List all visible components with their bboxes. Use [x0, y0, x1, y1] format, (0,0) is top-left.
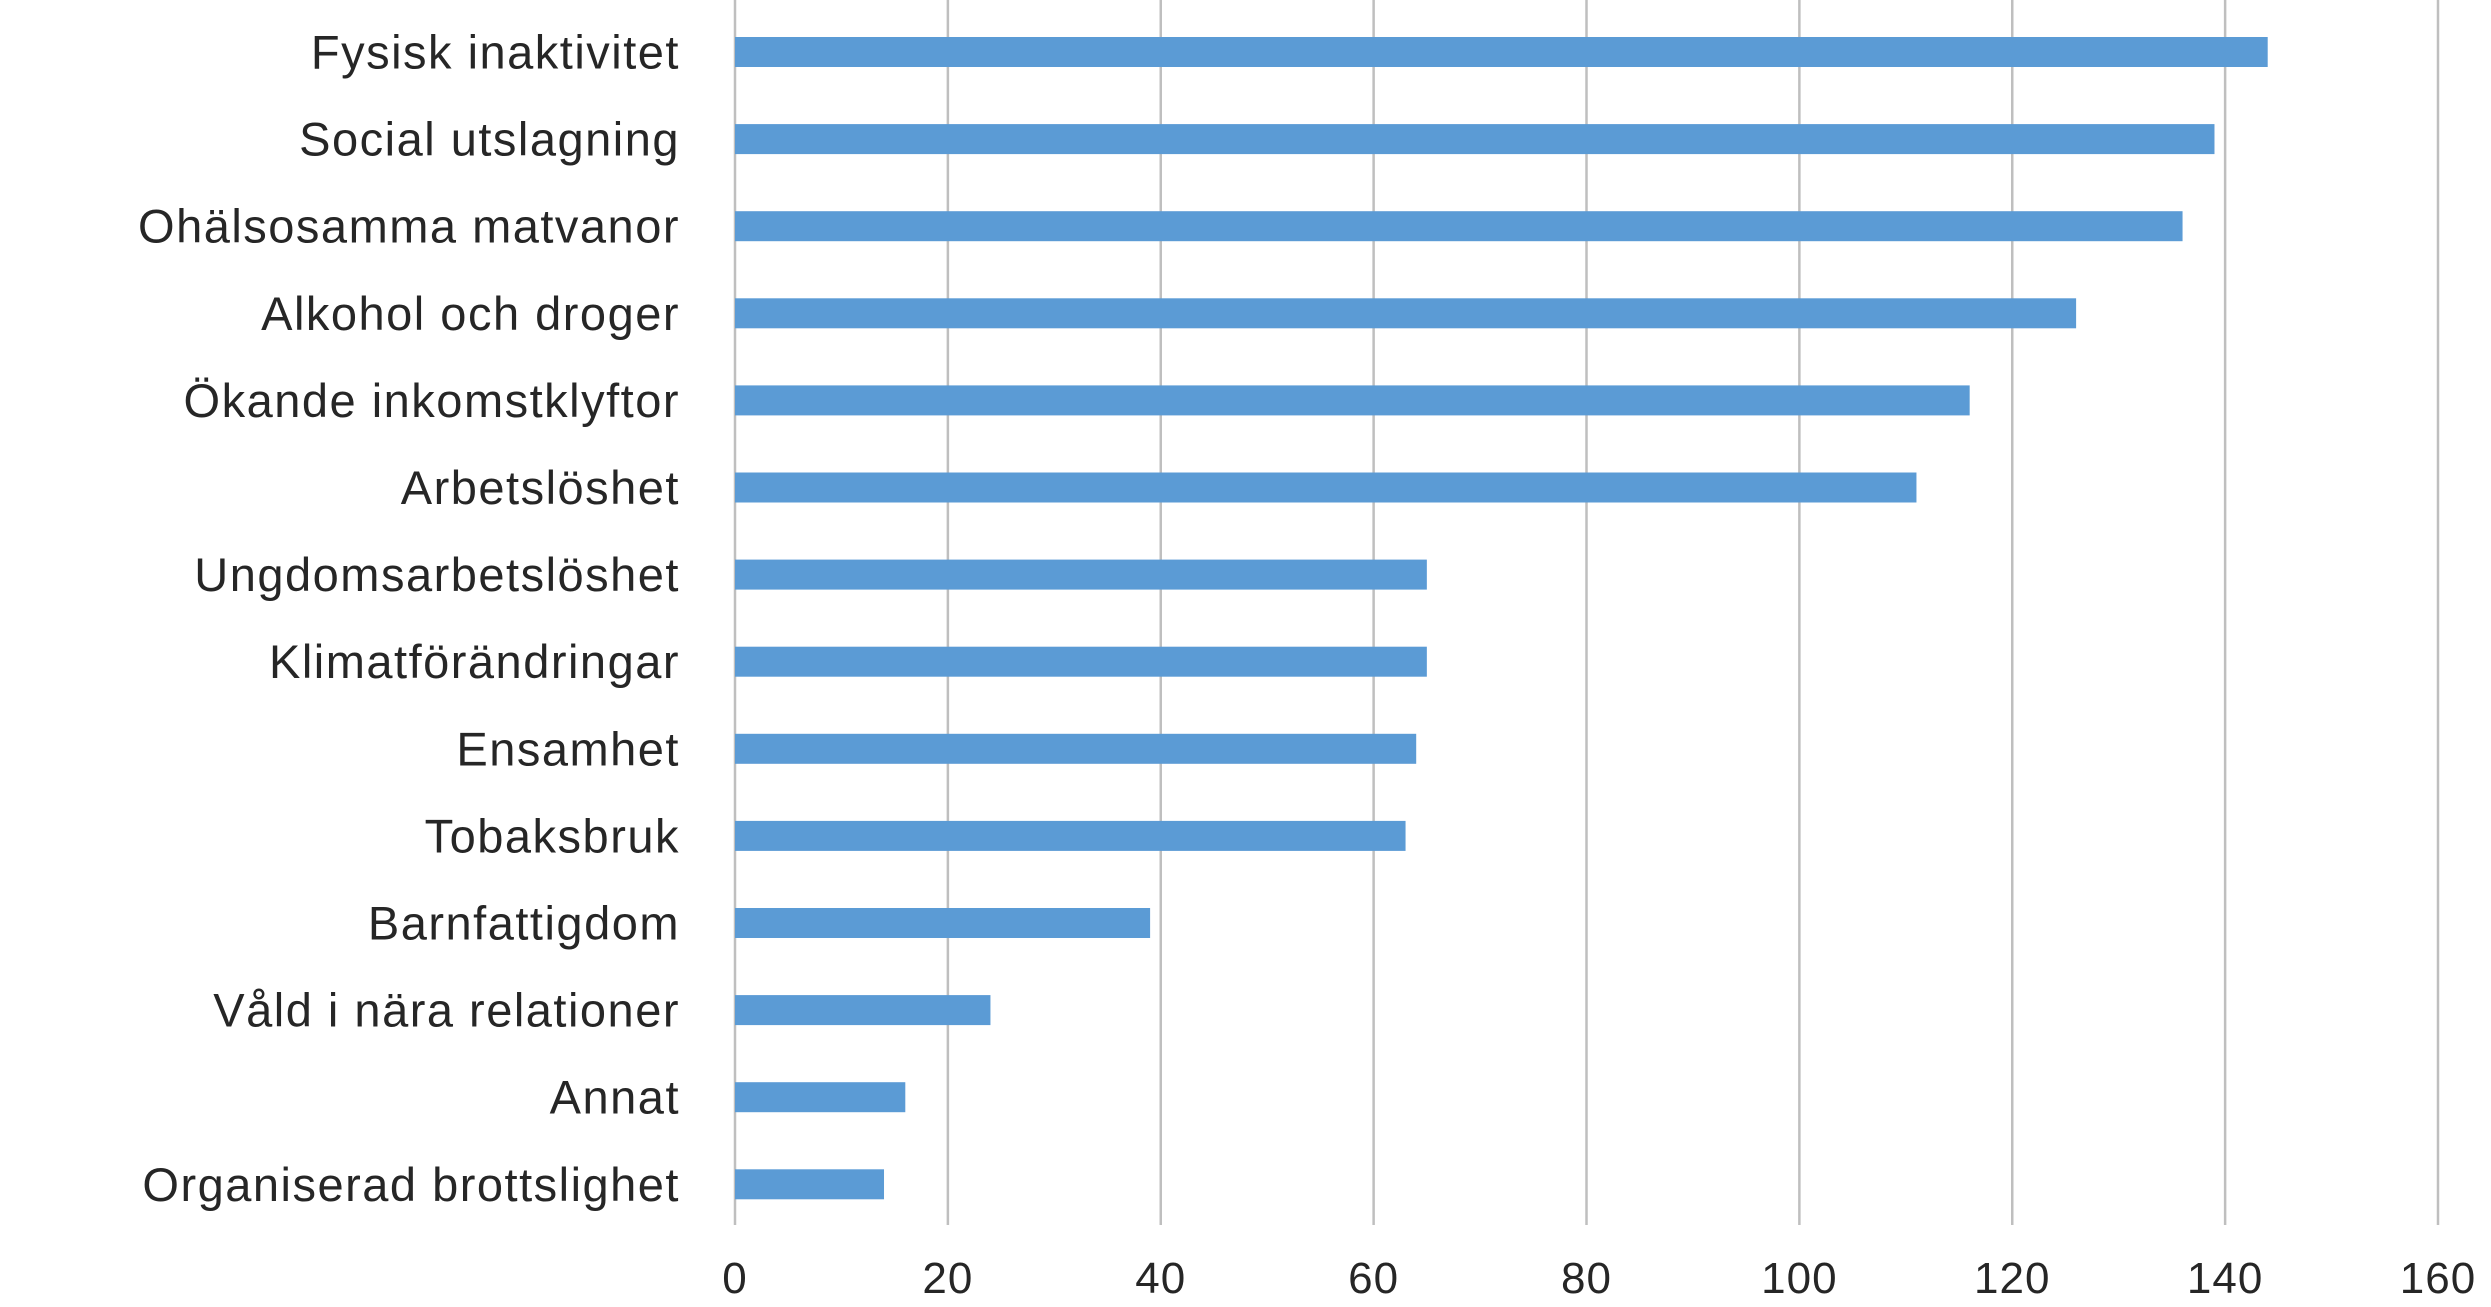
x-tick-label: 120 [1974, 1254, 2050, 1303]
category-label: Tobaksbruk [425, 809, 680, 862]
x-tick-label: 80 [1561, 1254, 1612, 1303]
bar [735, 647, 1427, 677]
bar [735, 908, 1150, 938]
category-label: Arbetslöshet [401, 461, 680, 514]
category-label: Ökande inkomstklyftor [184, 374, 680, 427]
category-label: Annat [550, 1071, 680, 1124]
gridlines [735, 0, 2438, 1225]
x-tick-label: 160 [2400, 1254, 2476, 1303]
category-labels: Fysisk inaktivitet Social utslagning Ohäls… [138, 26, 680, 1211]
bar [735, 995, 990, 1025]
category-label: Ohälsosamma matvanor [138, 200, 680, 253]
bar [735, 298, 2076, 328]
category-label: Ensamhet [456, 722, 680, 775]
x-tick-label: 100 [1761, 1254, 1837, 1303]
category-label: Organiserad brottslighet [142, 1158, 680, 1211]
bar [735, 734, 1416, 764]
bar [735, 1169, 884, 1199]
bar [735, 37, 2268, 67]
bar [735, 1082, 905, 1112]
bar [735, 385, 1970, 415]
category-label: Fysisk inaktivitet [311, 26, 680, 79]
bar [735, 560, 1427, 590]
x-tick-label: 140 [2187, 1254, 2263, 1303]
bar [735, 821, 1406, 851]
category-label: Våld i nära relationer [213, 984, 680, 1037]
x-tick-label: 0 [722, 1254, 747, 1303]
category-label: Alkohol och droger [261, 287, 680, 340]
x-axis-tick-labels: 0 20 40 60 80 100 120 140 160 [722, 1254, 2476, 1303]
category-label: Barnfattigdom [368, 897, 680, 950]
x-tick-label: 40 [1135, 1254, 1186, 1303]
category-label: Ungdomsarbetslöshet [194, 548, 680, 601]
bars [735, 37, 2268, 1199]
bar [735, 124, 2214, 154]
x-tick-label: 20 [922, 1254, 973, 1303]
category-label: Social utslagning [299, 113, 680, 166]
bar [735, 473, 1916, 503]
bar [735, 211, 2183, 241]
category-label: Klimatförändringar [269, 635, 680, 688]
x-tick-label: 60 [1348, 1254, 1399, 1303]
